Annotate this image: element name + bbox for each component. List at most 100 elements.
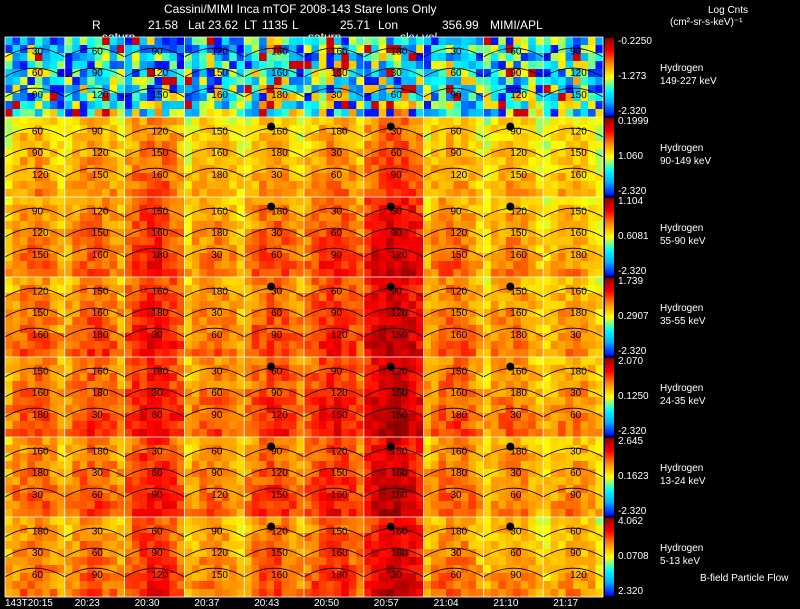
svg-text:30: 30: [152, 330, 164, 341]
svg-text:150: 150: [451, 250, 468, 261]
heatmap-cell-r0-c9: 90 120 150: [542, 37, 604, 118]
svg-text:90: 90: [391, 287, 403, 298]
colorbar-min-6: 2.320: [618, 586, 644, 597]
svg-text:180: 180: [510, 330, 527, 341]
svg-text:60: 60: [32, 68, 44, 79]
time-tick-5: 20:50: [314, 598, 340, 609]
footer-label: B-field Particle Flow: [700, 573, 789, 584]
row-energy-3: 35-55 keV: [660, 316, 706, 327]
svg-text:90: 90: [211, 468, 223, 479]
colorbar-1: [605, 118, 614, 196]
svg-text:180: 180: [391, 47, 408, 58]
colorbar-3: [605, 278, 614, 356]
colorbar-min-0: -2.320: [618, 106, 647, 117]
heatmap-cell-r4-c6: 120 150 160: [363, 357, 424, 438]
svg-text:150: 150: [391, 447, 408, 458]
svg-text:90: 90: [271, 330, 283, 341]
svg-text:30: 30: [331, 148, 343, 159]
heatmap-cell-r5-c6: 150 160 180: [363, 437, 424, 518]
svg-text:150: 150: [152, 90, 169, 101]
heatmap-cell-r1-c3: 150 160 180: [184, 117, 245, 198]
svg-text:90: 90: [331, 250, 343, 261]
svg-text:180: 180: [510, 388, 527, 399]
svg-text:90: 90: [510, 68, 522, 79]
svg-text:30: 30: [32, 490, 44, 501]
heatmap-cell-r5-c2: 30 60 90: [124, 437, 185, 518]
heatmap-cell-r4-c9: 180 30 60: [542, 357, 604, 438]
svg-text:180: 180: [92, 388, 109, 399]
svg-text:150: 150: [32, 367, 49, 378]
svg-text:150: 150: [92, 170, 109, 181]
heatmap-cell-r4-c0: 150 160 180: [4, 357, 66, 438]
colorbar-min-5: -2.320: [618, 506, 647, 517]
svg-text:150: 150: [32, 308, 49, 319]
svg-text:150: 150: [510, 228, 527, 239]
svg-text:60: 60: [570, 410, 582, 421]
heatmap-cell-r3-c5: 60 90 120: [303, 277, 365, 358]
heatmap-cell-r1-c1: 90 120 150: [64, 117, 125, 198]
colorbar-max-2: 1.104: [618, 196, 644, 207]
svg-text:150: 150: [211, 68, 228, 79]
heatmap-cell-r1-c8: 90 120 150: [483, 117, 544, 198]
svg-text:60: 60: [92, 47, 104, 58]
heatmap-cell-r2-c9: 150 160 180: [542, 197, 604, 278]
svg-text:180: 180: [331, 127, 348, 138]
svg-text:30: 30: [331, 90, 343, 101]
heatmap-cell-r2-c4: 180 30 60: [243, 197, 305, 278]
svg-text:120: 120: [92, 148, 109, 159]
svg-text:120: 120: [570, 68, 587, 79]
svg-text:180: 180: [570, 308, 587, 319]
svg-text:30: 30: [92, 410, 104, 421]
svg-text:60: 60: [92, 490, 104, 501]
svg-text:150: 150: [570, 207, 587, 218]
svg-text:160: 160: [391, 468, 408, 479]
svg-text:160: 160: [32, 330, 49, 341]
svg-text:30: 30: [211, 250, 223, 261]
svg-text:30: 30: [271, 228, 283, 239]
heatmap-cell-r4-c7: 150 160 180: [423, 357, 484, 438]
svg-text:180: 180: [451, 468, 468, 479]
heatmap-cell-r4-c8: 160 180 30: [483, 357, 544, 438]
svg-text:30: 30: [510, 410, 522, 421]
colorbar-max-1: 0.1999: [618, 116, 649, 127]
svg-text:150: 150: [152, 207, 169, 218]
svg-text:120: 120: [510, 90, 527, 101]
svg-text:90: 90: [331, 367, 343, 378]
svg-text:120: 120: [152, 127, 169, 138]
heatmap-cell-r3-c3: 180 30 60: [184, 277, 245, 358]
heatmap-cell-r5-c0: 160 180 30: [4, 437, 66, 518]
svg-text:120: 120: [32, 170, 49, 181]
svg-text:150: 150: [271, 490, 288, 501]
svg-text:60: 60: [211, 447, 223, 458]
heatmap-cell-r4-c4: 60 90 120: [243, 357, 305, 438]
heatmap-cell-r3-c8: 150 160 180: [483, 277, 544, 358]
svg-text:60: 60: [331, 228, 343, 239]
svg-text:160: 160: [451, 447, 468, 458]
svg-text:150: 150: [152, 148, 169, 159]
svg-text:180: 180: [152, 367, 169, 378]
svg-text:90: 90: [271, 447, 283, 458]
heatmap-cell-r0-c3: 120 150 160: [184, 37, 245, 118]
colorbar-2: [605, 198, 614, 276]
svg-text:180: 180: [152, 308, 169, 319]
svg-text:90: 90: [152, 490, 164, 501]
svg-text:120: 120: [152, 68, 169, 79]
heatmap-cell-r2-c2: 150 160 180: [124, 197, 185, 278]
svg-text:30: 30: [391, 68, 403, 79]
heatmap-cell-r0-c6: 180 30 60: [363, 37, 424, 118]
heatmap-cell-r2-c3: 160 180 30: [184, 197, 245, 278]
svg-text:160: 160: [92, 308, 109, 319]
heatmap-cell-r3-c2: 160 180 30: [124, 277, 185, 358]
svg-text:150: 150: [391, 330, 408, 341]
svg-text:60: 60: [271, 250, 283, 261]
svg-text:180: 180: [331, 68, 348, 79]
svg-text:150: 150: [451, 308, 468, 319]
r-label: R: [92, 18, 101, 32]
colorbar-5: [605, 438, 614, 516]
